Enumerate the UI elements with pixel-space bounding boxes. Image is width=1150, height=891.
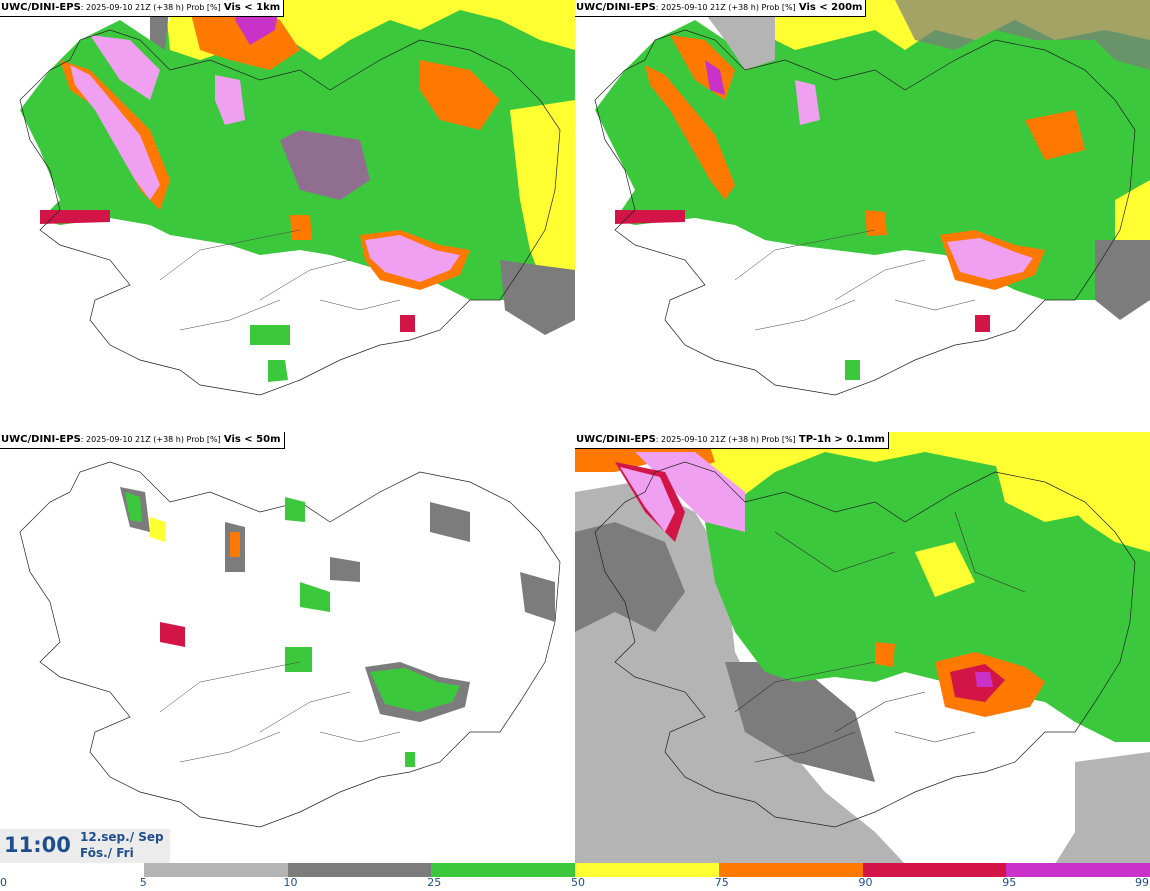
valid-weekday: Fös./ Fri bbox=[80, 846, 134, 860]
colorbar-tick-label: 5 bbox=[139, 876, 147, 889]
colorbar-segment bbox=[718, 863, 863, 877]
colorbar-tick-label: 25 bbox=[427, 876, 442, 889]
valid-date: 12.sep./ Sep bbox=[80, 830, 164, 844]
threshold-label: Vis < 50m bbox=[223, 434, 281, 445]
threshold-label: TP-1h > 0.1mm bbox=[798, 434, 885, 445]
colorbar-segment bbox=[431, 863, 575, 877]
probability-colorbar bbox=[0, 863, 1150, 877]
valid-time: 11:00 bbox=[4, 833, 71, 857]
model-name: UWC/DINI-EPS bbox=[1, 2, 81, 13]
panel-title: UWC/DINI-EPS: 2025-09-10 21Z (+38 h) Pro… bbox=[0, 0, 285, 17]
threshold-label: Vis < 200m bbox=[798, 2, 863, 13]
run-info: : 2025-09-10 21Z (+38 h) Prob [%] bbox=[655, 435, 796, 444]
colorbar-tick-label: 90 bbox=[858, 876, 873, 889]
colorbar-tick-label: 50 bbox=[571, 876, 585, 889]
panel-title: UWC/DINI-EPS: 2025-09-10 21Z (+38 h) Pro… bbox=[575, 0, 867, 17]
model-name: UWC/DINI-EPS bbox=[576, 434, 656, 445]
valid-time-box: 11:00 12.sep./ Sep Fös./ Fri bbox=[0, 829, 170, 863]
colorbar-segment bbox=[575, 863, 719, 877]
model-name: UWC/DINI-EPS bbox=[1, 434, 81, 445]
threshold-label: Vis < 1km bbox=[223, 2, 281, 13]
panel-title: UWC/DINI-EPS: 2025-09-10 21Z (+38 h) Pro… bbox=[575, 432, 889, 449]
probability-map-tp-1h bbox=[575, 432, 1150, 864]
map-panel-vis-200m: UWC/DINI-EPS: 2025-09-10 21Z (+38 h) Pro… bbox=[575, 0, 1150, 432]
probability-map-vis-1km bbox=[0, 0, 575, 396]
colorbar-segment bbox=[862, 863, 1007, 877]
colorbar-ticks: 0 5 10 25 50 75 90 95 99 bbox=[0, 876, 1150, 891]
run-info: : 2025-09-10 21Z (+38 h) Prob [%] bbox=[80, 3, 221, 12]
model-name: UWC/DINI-EPS bbox=[576, 2, 656, 13]
colorbar-segment bbox=[0, 863, 144, 877]
colorbar-tick-label: 95 bbox=[1002, 876, 1017, 889]
run-info: : 2025-09-10 21Z (+38 h) Prob [%] bbox=[655, 3, 796, 12]
colorbar-tick-label: 10 bbox=[283, 876, 298, 889]
map-panel-vis-1km: UWC/DINI-EPS: 2025-09-10 21Z (+38 h) Pro… bbox=[0, 0, 575, 432]
probability-map-vis-200m bbox=[575, 0, 1150, 396]
colorbar-tick-label: 75 bbox=[714, 876, 729, 889]
colorbar-segment bbox=[143, 863, 288, 877]
colorbar-tick-label: 0 bbox=[0, 876, 7, 889]
colorbar-segment bbox=[287, 863, 432, 877]
map-panel-vis-50m: UWC/DINI-EPS: 2025-09-10 21Z (+38 h) Pro… bbox=[0, 432, 575, 864]
map-panel-tp-1h: UWC/DINI-EPS: 2025-09-10 21Z (+38 h) Pro… bbox=[575, 432, 1150, 864]
run-info: : 2025-09-10 21Z (+38 h) Prob [%] bbox=[80, 435, 221, 444]
colorbar-segment bbox=[1006, 863, 1150, 877]
panel-title: UWC/DINI-EPS: 2025-09-10 21Z (+38 h) Pro… bbox=[0, 432, 285, 449]
colorbar-tick-label: 99 bbox=[1135, 876, 1149, 889]
probability-map-vis-50m bbox=[19, 461, 561, 828]
